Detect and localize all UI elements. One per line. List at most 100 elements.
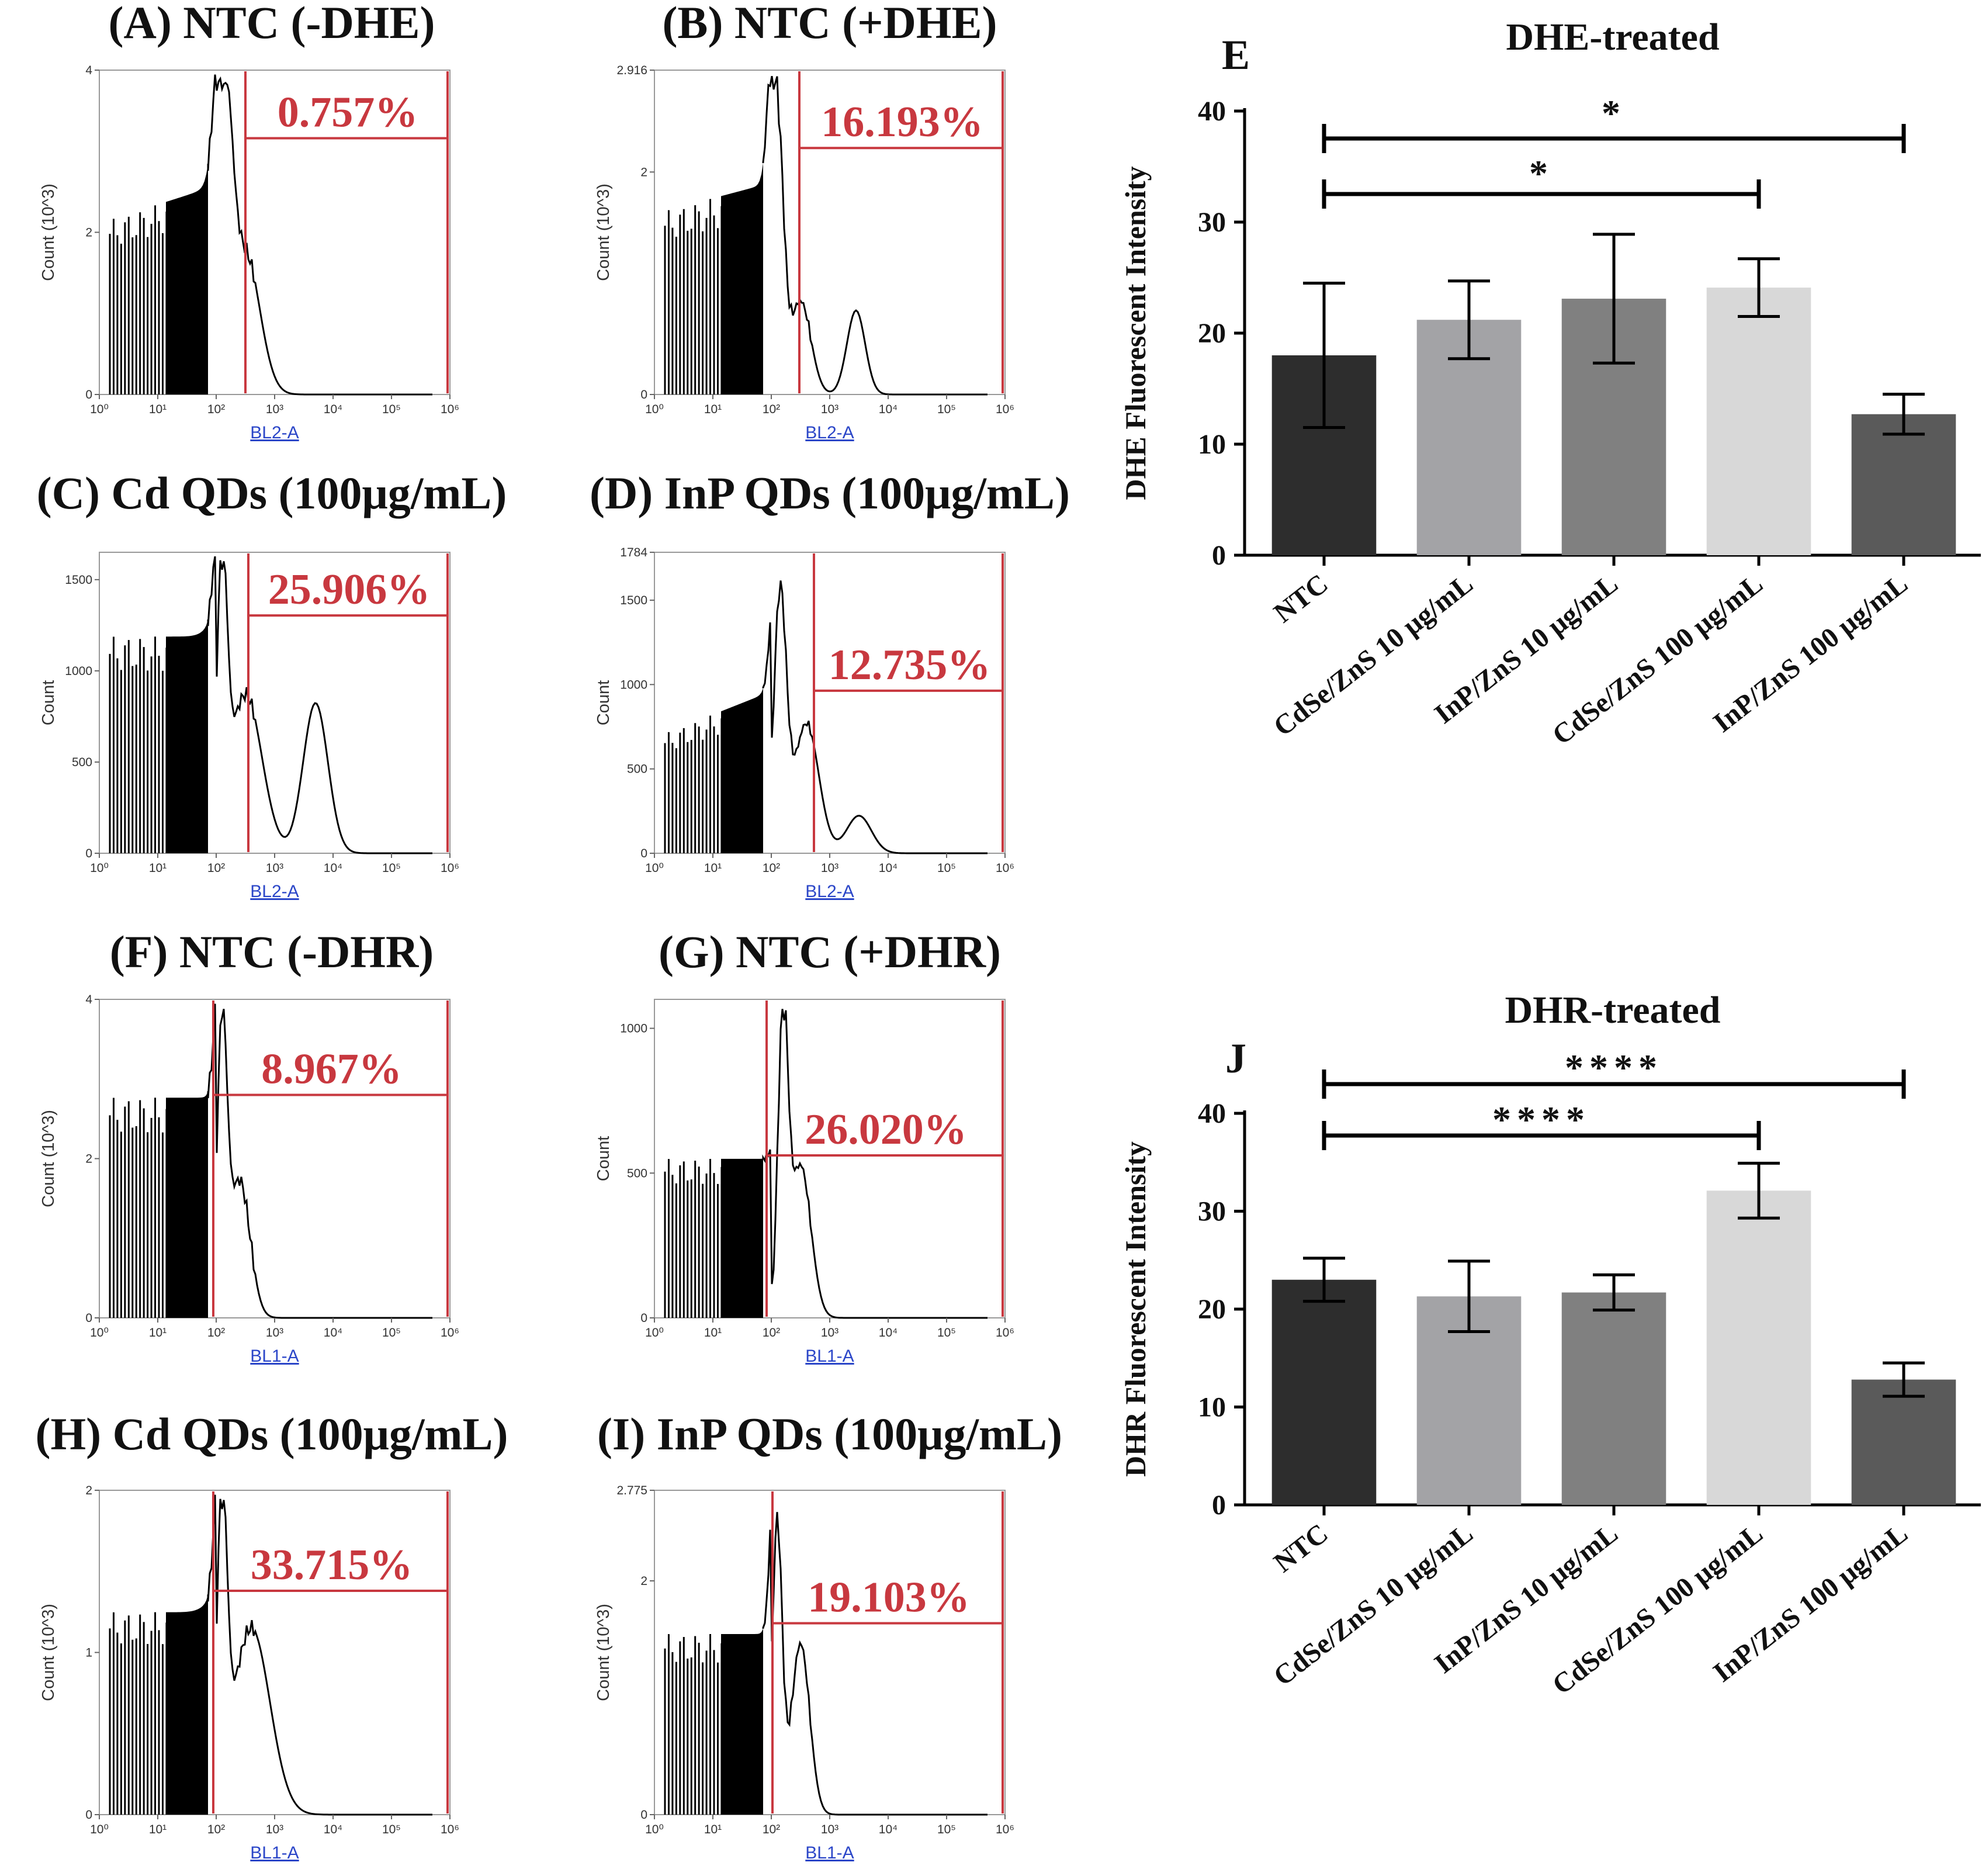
x-tick-label: 10⁴	[879, 403, 898, 416]
y-axis-label: Count	[594, 680, 613, 725]
y-tick-label: 2	[85, 1484, 92, 1497]
panel-letter: J	[1225, 1035, 1246, 1082]
y-tick-label: 1000	[620, 1022, 647, 1036]
category-label: NTC	[1268, 1518, 1333, 1579]
gate-percentage: 19.103%	[808, 1574, 970, 1622]
bar-3	[1706, 1190, 1811, 1505]
x-tick-label: 10²	[763, 1326, 780, 1339]
gate-percentage: 16.193%	[821, 98, 983, 146]
bar-4	[1851, 414, 1956, 555]
x-axis-label: BL2-A	[805, 882, 854, 901]
y-tick-label: 30	[1198, 1196, 1226, 1227]
gate-percentage: 12.735%	[829, 641, 991, 689]
x-tick-label: 10¹	[149, 403, 167, 416]
histogram-outline	[207, 74, 432, 396]
x-tick-label: 10²	[763, 1823, 780, 1836]
x-tick-label: 10⁴	[324, 1326, 342, 1339]
y-tick-label: 2	[640, 165, 647, 179]
histogram-fill	[166, 1091, 208, 1318]
y-tick-label: 2	[85, 226, 92, 240]
y-tick-label: 1784	[620, 546, 647, 559]
flow-panel-D: (D) InP QDs (100μg/mL) 0 500 1000 1500 1784 Co…	[590, 468, 1070, 901]
y-tick-label: 40	[1198, 96, 1226, 127]
histogram-outline	[762, 1009, 987, 1319]
histogram-fill	[721, 688, 763, 853]
y-tick-label: 0	[85, 1808, 92, 1822]
x-tick-label: 10⁴	[324, 861, 342, 875]
x-tick-label: 10⁴	[324, 403, 342, 416]
x-tick-label: 10⁰	[90, 861, 109, 875]
y-tick-label: 500	[627, 763, 647, 776]
y-axis-label: Count (10^3)	[594, 1604, 613, 1701]
histogram-outline	[207, 1003, 432, 1319]
x-tick-label: 10⁵	[382, 861, 401, 875]
x-tick-label: 10¹	[704, 1823, 722, 1836]
x-tick-label: 10⁵	[382, 1823, 401, 1836]
bar-chart-E: DHE-treated E 0 10 20 30 40 DHE Fluorescent Int…	[1119, 16, 1981, 751]
y-tick-label: 2.916	[616, 64, 647, 77]
x-tick-label: 10²	[763, 861, 780, 875]
x-tick-label: 10⁶	[441, 1326, 459, 1339]
histogram-outline	[207, 556, 432, 854]
x-tick-label: 10²	[207, 1326, 225, 1339]
y-axis-label: Count (10^3)	[39, 1604, 58, 1701]
panel-title: (B) NTC (+DHE)	[662, 0, 997, 48]
x-axis-label: BL1-A	[805, 1347, 854, 1366]
gate-percentage: 8.967%	[261, 1046, 402, 1093]
x-tick-label: 10⁰	[90, 403, 109, 416]
panel-letter: E	[1222, 32, 1250, 78]
y-tick-label: 4	[85, 64, 92, 77]
bar-y-axis-label: DHR Fluorescent Intensity	[1119, 1141, 1152, 1477]
x-tick-label: 10⁵	[937, 1823, 956, 1836]
x-tick-label: 10²	[207, 1823, 225, 1836]
x-axis-label: BL2-A	[805, 423, 854, 442]
bar-3	[1706, 288, 1811, 555]
histogram-outline	[207, 1494, 432, 1816]
gate-percentage: 26.020%	[805, 1106, 967, 1154]
x-tick-label: 10⁰	[645, 1823, 664, 1836]
x-tick-label: 10³	[266, 1326, 283, 1339]
x-tick-label: 10⁰	[645, 403, 664, 416]
flow-panel-F: (F) NTC (-DHR) 0 2 4 Count (10^3) 10⁰ 10¹ 10² 10…	[39, 926, 459, 1366]
flow-panel-A: (A) NTC (-DHE) 0 2 4 Count (10^3) 10⁰ 10¹ 10² 10…	[39, 0, 459, 442]
histogram-fill	[721, 163, 763, 394]
x-tick-label: 10⁴	[879, 861, 898, 875]
y-tick-label: 1	[85, 1646, 92, 1660]
histogram-outline	[762, 580, 987, 854]
y-tick-label: 10	[1198, 429, 1226, 460]
significance-label: ****	[1492, 1099, 1591, 1140]
gate-percentage: 33.715%	[251, 1541, 413, 1589]
x-tick-label: 10⁵	[382, 403, 401, 416]
x-tick-label: 10³	[266, 403, 283, 416]
x-tick-label: 10⁶	[996, 403, 1014, 416]
x-tick-label: 10³	[821, 403, 838, 416]
x-tick-label: 10³	[821, 1823, 838, 1836]
x-tick-label: 10¹	[149, 1823, 167, 1836]
x-axis-label: BL2-A	[250, 882, 299, 901]
gate-percentage: 0.757%	[278, 89, 418, 137]
x-tick-label: 10³	[266, 861, 283, 875]
panel-title: (C) Cd QDs (100μg/mL)	[37, 468, 507, 518]
x-tick-label: 10³	[821, 1326, 838, 1339]
histogram-outline	[762, 1512, 987, 1816]
y-tick-label: 0	[1212, 540, 1226, 571]
panel-title: (F) NTC (-DHR)	[110, 926, 434, 977]
significance-label: ****	[1565, 1047, 1663, 1088]
y-tick-label: 20	[1198, 1294, 1226, 1325]
x-tick-label: 10²	[207, 861, 225, 875]
panel-title: (G) NTC (+DHR)	[659, 926, 1001, 977]
y-tick-label: 1000	[65, 664, 92, 678]
y-axis-label: Count (10^3)	[39, 184, 58, 281]
x-tick-label: 10⁰	[90, 1823, 109, 1836]
y-tick-label: 0	[640, 388, 647, 401]
histogram-fill	[166, 164, 208, 394]
x-tick-label: 10⁶	[996, 861, 1014, 875]
bar-2	[1561, 1292, 1666, 1505]
bar-y-axis-label: DHE Fluorescent Intensity	[1119, 166, 1152, 500]
y-tick-label: 0	[85, 388, 92, 401]
flow-panel-G: (G) NTC (+DHR) 0 500 1000 Count 10⁰ 10¹ 10² 10³ 1…	[594, 926, 1014, 1366]
histogram-fill	[721, 1158, 763, 1318]
x-tick-label: 10³	[266, 1823, 283, 1836]
x-tick-label: 10⁶	[441, 861, 459, 875]
